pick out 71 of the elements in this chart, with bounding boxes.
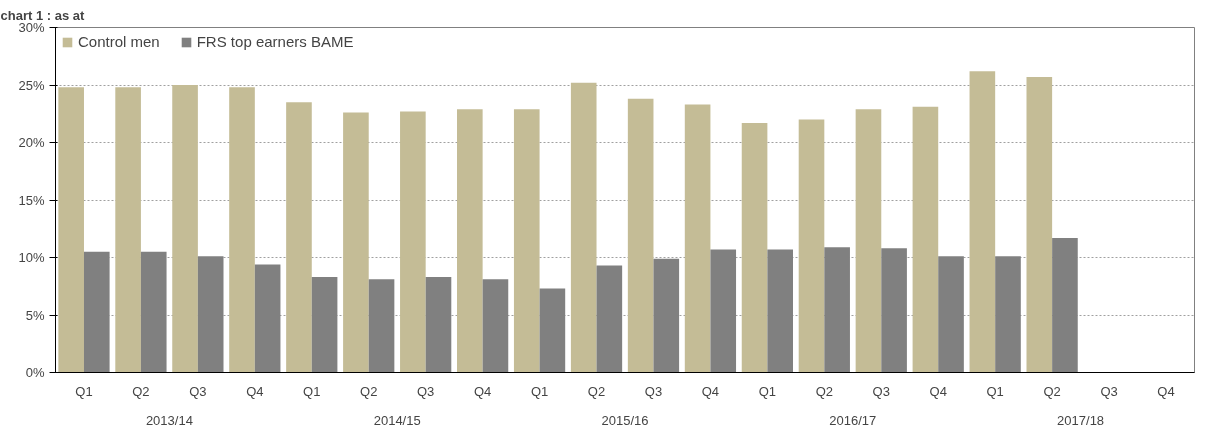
bar: [115, 87, 141, 373]
x-tick-label: Q3: [1100, 383, 1118, 399]
y-tick-label: 30%: [18, 20, 45, 35]
bar: [400, 111, 426, 373]
bar: [995, 256, 1021, 373]
x-tick-label: Q1: [986, 383, 1004, 399]
x-tick-label: Q1: [303, 383, 321, 399]
x-tick-label: Q2: [132, 383, 150, 399]
bar: [229, 87, 255, 373]
bar: [482, 279, 509, 373]
x-tick-label: Q3: [417, 383, 435, 399]
bar: [741, 122, 768, 373]
bar: [881, 248, 907, 373]
text: 2015/16: [601, 412, 649, 428]
x-tick-label: Q2: [587, 383, 606, 399]
y-tick-label: 25%: [18, 77, 45, 93]
bar: [58, 87, 84, 373]
bar: [710, 249, 737, 373]
x-tick-label: Q4: [473, 383, 492, 399]
bar: [798, 119, 825, 373]
bar: [140, 251, 167, 373]
text: 2017/18: [1057, 412, 1105, 428]
bar: [286, 102, 312, 373]
bar: [539, 288, 566, 373]
bar: [457, 109, 483, 373]
bar: [969, 71, 996, 373]
text: 2016/17: [829, 412, 877, 428]
legend-label: FRS top earners BAME: [196, 33, 354, 50]
x-tick-label: Q4: [1157, 383, 1175, 399]
x-tick-label: Q3: [872, 383, 890, 399]
x-tick-label: Q2: [360, 383, 378, 399]
x-tick-label: Q4: [929, 383, 947, 399]
bar: [938, 256, 964, 373]
legend-label: Control men: [78, 33, 160, 50]
text: 2013/14: [145, 412, 193, 428]
x-tick-label: Q4: [701, 383, 720, 399]
bar: [596, 265, 623, 373]
bar: [824, 247, 850, 373]
y-tick-label: 5%: [25, 307, 45, 323]
x-tick-label: Q2: [815, 383, 833, 399]
bar: [425, 277, 452, 373]
bar: [513, 109, 540, 373]
bar: [343, 112, 369, 373]
bar: [684, 104, 711, 373]
bar: [311, 277, 338, 373]
x-tick-label: Q1: [530, 383, 549, 399]
bar: [1026, 76, 1053, 373]
x-tick-label: Q4: [246, 383, 264, 399]
bar: [855, 109, 882, 373]
y-tick-label: 10%: [18, 250, 45, 265]
bar: [570, 82, 597, 373]
bar: [197, 256, 224, 373]
x-tick-label: Q1: [758, 383, 777, 399]
x-tick-label: Q3: [644, 383, 663, 399]
bar: [653, 258, 680, 373]
bar: [767, 249, 793, 373]
y-tick-label: 0%: [25, 365, 45, 380]
x-tick-label: Q1: [75, 383, 93, 399]
y-tick-label: 15%: [18, 192, 45, 208]
bar: [912, 106, 939, 373]
x-tick-label: Q3: [189, 383, 207, 399]
bar: [1052, 237, 1078, 373]
chart-title: chart 1 : as at: [0, 7, 85, 23]
x-tick-label: Q2: [1043, 383, 1061, 399]
bar: [83, 251, 110, 373]
bar: [627, 98, 654, 373]
bar: [254, 264, 281, 373]
bar: [172, 85, 198, 373]
text: 2014/15: [373, 412, 421, 428]
bar: [368, 279, 395, 373]
y-tick-label: 20%: [18, 135, 45, 150]
